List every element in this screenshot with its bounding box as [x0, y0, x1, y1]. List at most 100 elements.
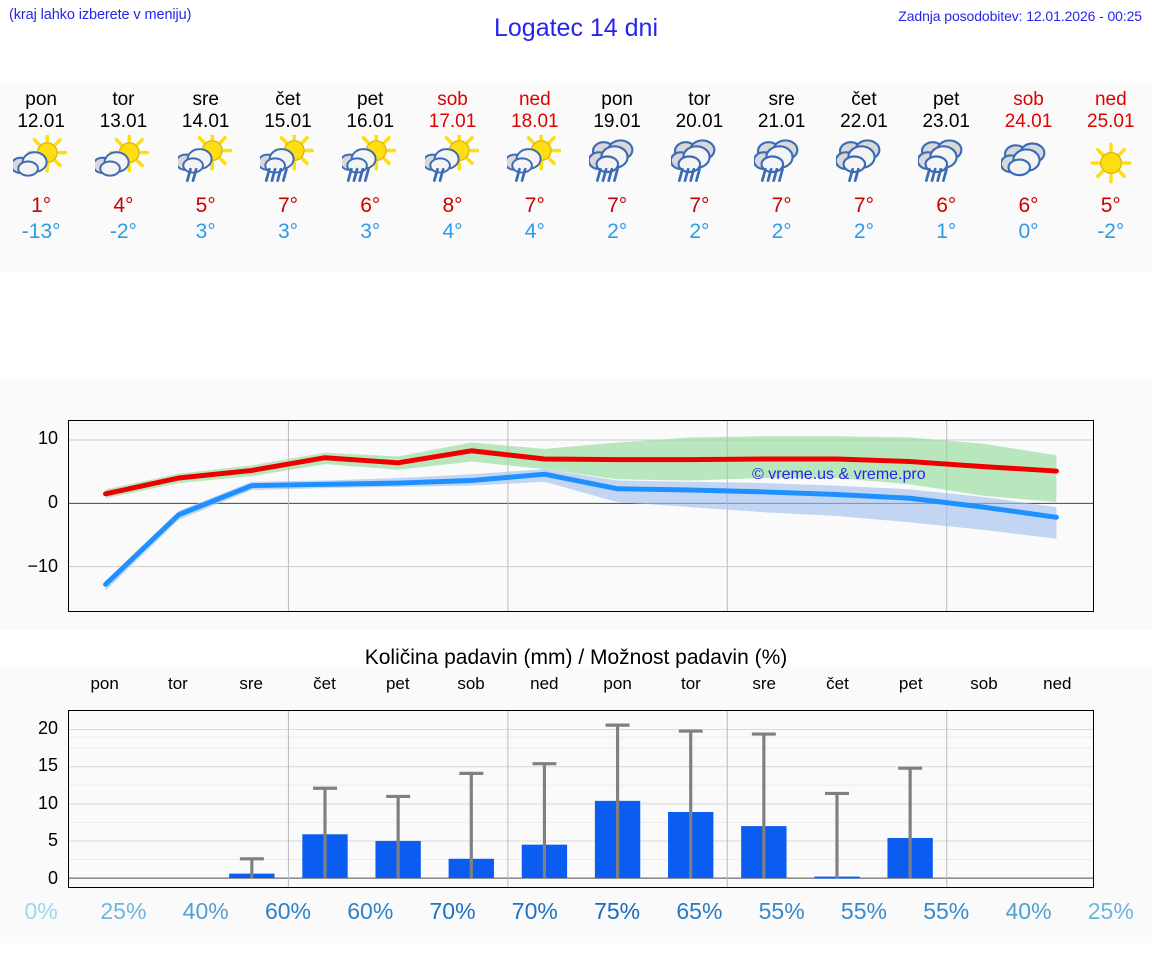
sun-cloud-rain-2-icon	[506, 135, 561, 182]
day-name: čet	[851, 89, 877, 110]
sun-cloud-icon	[95, 135, 150, 177]
weather-icon-wrap	[259, 135, 316, 191]
forecast-day-column[interactable]: pon 19.01 7° 2°	[576, 84, 658, 272]
forecast-day-column[interactable]: čet 15.01 7° 3°	[247, 84, 329, 272]
precipitation-probability-label: 40%	[1005, 898, 1052, 924]
precipitation-day-label: sre	[239, 674, 264, 693]
temp-min-value: -2°	[109, 220, 137, 243]
day-date: 14.01	[181, 111, 230, 132]
temp-min-value: 2°	[853, 220, 874, 243]
weather-icon-wrap	[671, 135, 727, 191]
precipitation-day-label: pet	[385, 674, 410, 693]
day-date: 12.01	[17, 111, 65, 132]
sun-icon	[1090, 142, 1132, 184]
day-name: sob	[1013, 89, 1044, 110]
sun-cloud-rain-2-icon	[177, 135, 232, 182]
forecast-day-column[interactable]: čet 22.01 7° 2°	[823, 84, 905, 272]
sun-cloud-icon	[13, 135, 68, 177]
forecast-day-column[interactable]: ned 18.01 7° 4°	[494, 84, 576, 272]
cloud-icon	[1000, 142, 1045, 177]
forecast-day-column[interactable]: tor 13.01 4° -2°	[82, 84, 164, 272]
temp-max-value: 5°	[1100, 194, 1121, 217]
precipitation-day-label: ned	[530, 674, 559, 693]
precipitation-probability-label: 60%	[264, 898, 311, 924]
temp-min-value: 0°	[1018, 220, 1039, 243]
precipitation-probability-label: 70%	[511, 898, 558, 924]
cloud-rain-4-icon	[918, 139, 963, 182]
temp-max-value: 6°	[360, 194, 381, 217]
sun-cloud-rain-4-icon	[342, 135, 397, 182]
temp-max-value: 4°	[113, 194, 134, 217]
cloud-rain-4-icon	[671, 139, 716, 182]
weather-icon-wrap	[1000, 135, 1057, 191]
precipitation-probability-label: 55%	[840, 898, 887, 924]
temp-min-value: 4°	[524, 220, 545, 243]
temp-min-value: -13°	[21, 220, 61, 243]
temperature-y-tick-label: −10	[27, 556, 58, 577]
temp-max-value: 7°	[524, 194, 545, 217]
weather-icon-wrap	[753, 135, 810, 191]
day-name: sob	[437, 89, 468, 110]
temp-max-value: 7°	[771, 194, 792, 217]
forecast-day-column[interactable]: pon 12.01 1° -13°	[0, 84, 82, 272]
precipitation-probability-label: 25%	[100, 898, 147, 924]
precipitation-probability-label: 60%	[347, 898, 394, 924]
precipitation-day-label: sob	[457, 674, 485, 693]
day-name: čet	[275, 89, 301, 110]
temp-max-value: 6°	[936, 194, 957, 217]
precipitation-y-tick-label: 15	[37, 755, 58, 776]
day-name: pon	[25, 89, 57, 110]
copyright-text: © vreme.us & vreme.pro	[752, 466, 926, 483]
weather-icon-wrap	[424, 135, 481, 191]
day-name: sre	[192, 89, 219, 110]
precipitation-day-label: pon	[603, 674, 632, 693]
temp-min-value: 4°	[442, 220, 463, 243]
precipitation-probability-label: 55%	[923, 898, 970, 924]
day-date: 19.01	[593, 111, 641, 132]
temp-min-value: 2°	[771, 220, 792, 243]
precipitation-day-label: ned	[1043, 674, 1072, 693]
cloud-rain-2-icon	[835, 139, 881, 182]
day-name: pet	[933, 89, 960, 110]
temperature-y-tick-label: 10	[37, 428, 58, 449]
day-date: 16.01	[346, 111, 395, 132]
daily-forecast-strip: pon 12.01 1° -13° tor 13.01 4° -2° sre 14.01 5° 3° č…	[0, 84, 1152, 272]
temp-max-value: 7°	[689, 194, 710, 217]
forecast-day-column[interactable]: pet 16.01 6° 3°	[329, 84, 411, 272]
precipitation-y-tick-label: 20	[37, 717, 58, 738]
weather-icon-wrap	[342, 135, 398, 191]
weather-icon-wrap	[835, 135, 892, 191]
precipitation-day-label: tor	[680, 674, 701, 693]
precipitation-chart-svg	[69, 711, 1093, 887]
forecast-day-column[interactable]: sob 17.01 8° 4°	[411, 84, 493, 272]
forecast-day-column[interactable]: ned 25.01 5° -2°	[1070, 84, 1152, 272]
precipitation-probability-label: 25%	[1087, 898, 1134, 924]
day-date: 13.01	[99, 111, 148, 132]
forecast-day-column[interactable]: sre 21.01 7° 2°	[741, 84, 823, 272]
day-name: sre	[768, 89, 795, 110]
precipitation-day-label: pon	[90, 674, 119, 693]
precipitation-day-label: pet	[898, 674, 923, 693]
forecast-day-column[interactable]: sob 24.01 6° 0°	[987, 84, 1069, 272]
weather-icon-wrap	[95, 135, 151, 191]
precipitation-probability-label: 65%	[676, 898, 723, 924]
page-title: Logatec 14 dni	[493, 14, 659, 42]
forecast-day-column[interactable]: pet 23.01 6° 1°	[905, 84, 987, 272]
day-name: ned	[518, 89, 551, 110]
day-date: 23.01	[922, 111, 970, 132]
weather-icon-wrap	[918, 135, 974, 191]
day-date: 17.01	[428, 111, 477, 132]
day-date: 20.01	[675, 111, 724, 132]
temp-min-value: 3°	[360, 220, 381, 243]
sun-cloud-rain-2-icon	[424, 135, 479, 182]
day-date: 18.01	[511, 111, 559, 132]
precipitation-day-label: čet	[313, 674, 336, 693]
weather-icon-wrap	[589, 135, 645, 191]
precipitation-probability-label: 40%	[182, 898, 229, 924]
forecast-day-column[interactable]: sre 14.01 5° 3°	[165, 84, 247, 272]
temp-max-value: 8°	[442, 194, 463, 217]
precipitation-day-label: sob	[970, 674, 998, 693]
forecast-day-column[interactable]: tor 20.01 7° 2°	[658, 84, 740, 272]
temp-max-value: 5°	[195, 194, 216, 217]
weather-icon-wrap	[177, 135, 234, 191]
